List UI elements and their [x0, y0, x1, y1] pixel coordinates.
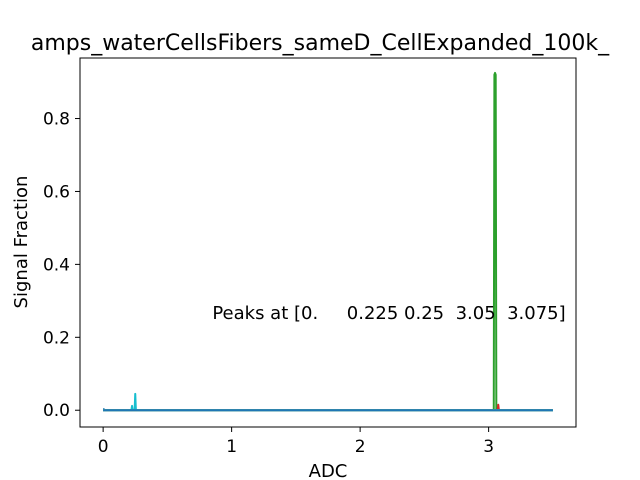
x-axis: 0 1 2 3: [98, 427, 494, 457]
series-line-10: [103, 392, 553, 412]
x-tick-label: 2: [355, 437, 366, 457]
y-tick-label: 0.2: [43, 328, 70, 348]
series-layer: [102, 71, 553, 412]
y-axis-label: Signal Fraction: [11, 176, 32, 309]
x-tick-label: 0: [98, 437, 109, 457]
peaks-annotation: Peaks at [0. 0.225 0.25 3.05 3.075]: [212, 303, 565, 324]
y-tick-label: 0.8: [43, 110, 70, 130]
y-tick-label: 0.6: [43, 182, 70, 202]
chart-title: amps_waterCellsFibers_sameD_CellExpanded…: [31, 31, 610, 56]
series-line-3: [103, 71, 553, 412]
y-axis: 0.0 0.2 0.4 0.6 0.8: [43, 110, 80, 421]
annotation-layer: Peaks at [0. 0.225 0.25 3.05 3.075]: [212, 303, 565, 324]
y-tick-label: 0.0: [43, 401, 70, 421]
plot-frame: [79, 57, 577, 428]
x-tick-label: 3: [483, 437, 494, 457]
x-tick-label: 1: [226, 437, 237, 457]
x-axis-label: ADC: [309, 461, 348, 480]
y-tick-label: 0.4: [43, 255, 70, 275]
